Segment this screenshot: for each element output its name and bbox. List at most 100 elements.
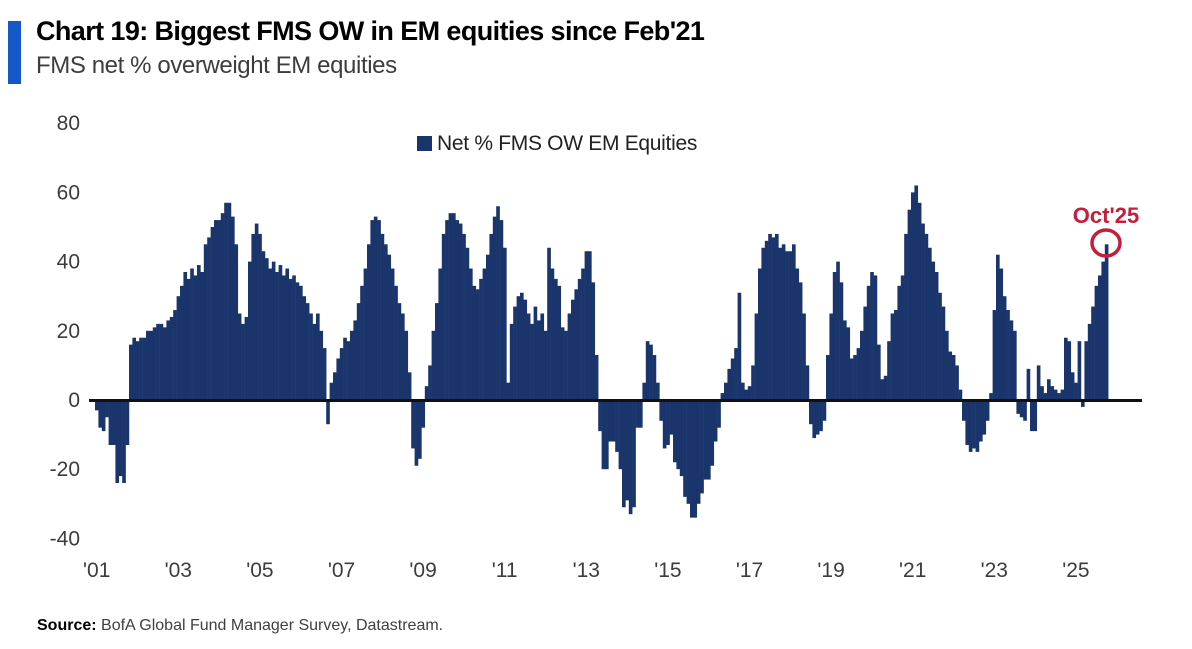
bar: [421, 400, 426, 428]
bar: [1060, 389, 1065, 400]
bar: [853, 355, 857, 400]
bar: [1006, 310, 1010, 400]
y-tick-label: 40: [57, 251, 80, 274]
bar: [866, 285, 871, 400]
bar: [407, 372, 412, 400]
source-text: BofA Global Fund Manager Survey, Datastr…: [96, 617, 444, 634]
bar: [397, 303, 402, 400]
bar: [319, 330, 324, 400]
bar: [999, 268, 1004, 400]
bar: [775, 233, 779, 400]
x-tick-label: '17: [736, 559, 763, 582]
bar: [163, 327, 167, 400]
bar: [248, 261, 252, 400]
bar: [356, 303, 361, 400]
bar: [275, 271, 279, 400]
bar: [625, 400, 630, 501]
bar: [469, 268, 473, 400]
bar: [673, 400, 677, 463]
bar: [547, 247, 551, 400]
bar: [914, 185, 919, 400]
bar: [373, 216, 378, 400]
bar: [839, 282, 844, 400]
bar: [526, 313, 531, 400]
bar: [941, 306, 946, 400]
bar: [897, 285, 902, 400]
bar: [132, 337, 137, 400]
bar: [316, 313, 320, 400]
bar: [448, 213, 453, 400]
legend-swatch: [417, 136, 432, 151]
bar: [1074, 382, 1078, 400]
bar: [560, 327, 565, 400]
bar: [829, 313, 834, 400]
bar: [924, 233, 929, 400]
bar: [724, 382, 728, 400]
bar: [679, 400, 684, 477]
bar: [135, 341, 140, 400]
bar: [693, 400, 698, 518]
bar: [720, 393, 725, 400]
bar: [105, 400, 109, 418]
bar: [271, 261, 276, 400]
bar: [404, 330, 409, 400]
bar: [758, 268, 762, 400]
zero-axis-line: [89, 399, 1142, 402]
bar: [690, 400, 694, 518]
bar: [883, 375, 888, 400]
bar: [812, 400, 817, 439]
bar: [384, 244, 388, 400]
annotation-circle-icon: [1090, 228, 1122, 258]
bar: [363, 268, 368, 400]
highlight-annotation: Oct'25: [1073, 203, 1139, 258]
bar: [339, 348, 344, 400]
bar: [730, 358, 735, 400]
bar: [792, 244, 796, 400]
bar: [802, 313, 806, 400]
bar: [1030, 400, 1034, 432]
bar: [183, 271, 188, 400]
bar: [227, 202, 232, 400]
bar: [1098, 275, 1102, 400]
bar: [1023, 400, 1027, 421]
annotation-label: Oct'25: [1073, 203, 1139, 228]
bar: [210, 227, 215, 400]
bar: [809, 400, 813, 425]
bar: [856, 348, 861, 400]
bar: [118, 400, 123, 477]
bar: [244, 316, 249, 400]
bar: [190, 268, 194, 400]
bar: [1091, 306, 1095, 400]
bar: [713, 400, 718, 442]
bar: [567, 313, 572, 400]
bar: [98, 400, 103, 428]
bar: [458, 223, 463, 400]
bar: [472, 285, 477, 400]
bar: [465, 247, 470, 400]
bar: [1036, 365, 1041, 400]
bar: [1094, 285, 1099, 400]
bar: [605, 400, 609, 470]
bar: [115, 400, 120, 484]
bar: [894, 310, 898, 400]
bar: [278, 265, 283, 400]
bar: [768, 233, 772, 400]
bar: [452, 213, 456, 400]
bar: [652, 355, 657, 400]
bar: [581, 268, 585, 400]
bar: [499, 220, 504, 400]
bar: [496, 206, 500, 400]
bar: [649, 344, 653, 400]
bar: [815, 400, 820, 435]
bar: [152, 327, 157, 400]
bar: [1081, 400, 1085, 407]
bar: [836, 261, 840, 400]
bar: [360, 285, 364, 400]
bar: [516, 296, 521, 400]
bar: [849, 358, 854, 400]
legend-label: Net % FMS OW EM Equities: [437, 132, 697, 155]
bar: [707, 400, 711, 480]
bar: [785, 251, 789, 400]
bar: [146, 330, 150, 400]
bar: [431, 330, 436, 400]
